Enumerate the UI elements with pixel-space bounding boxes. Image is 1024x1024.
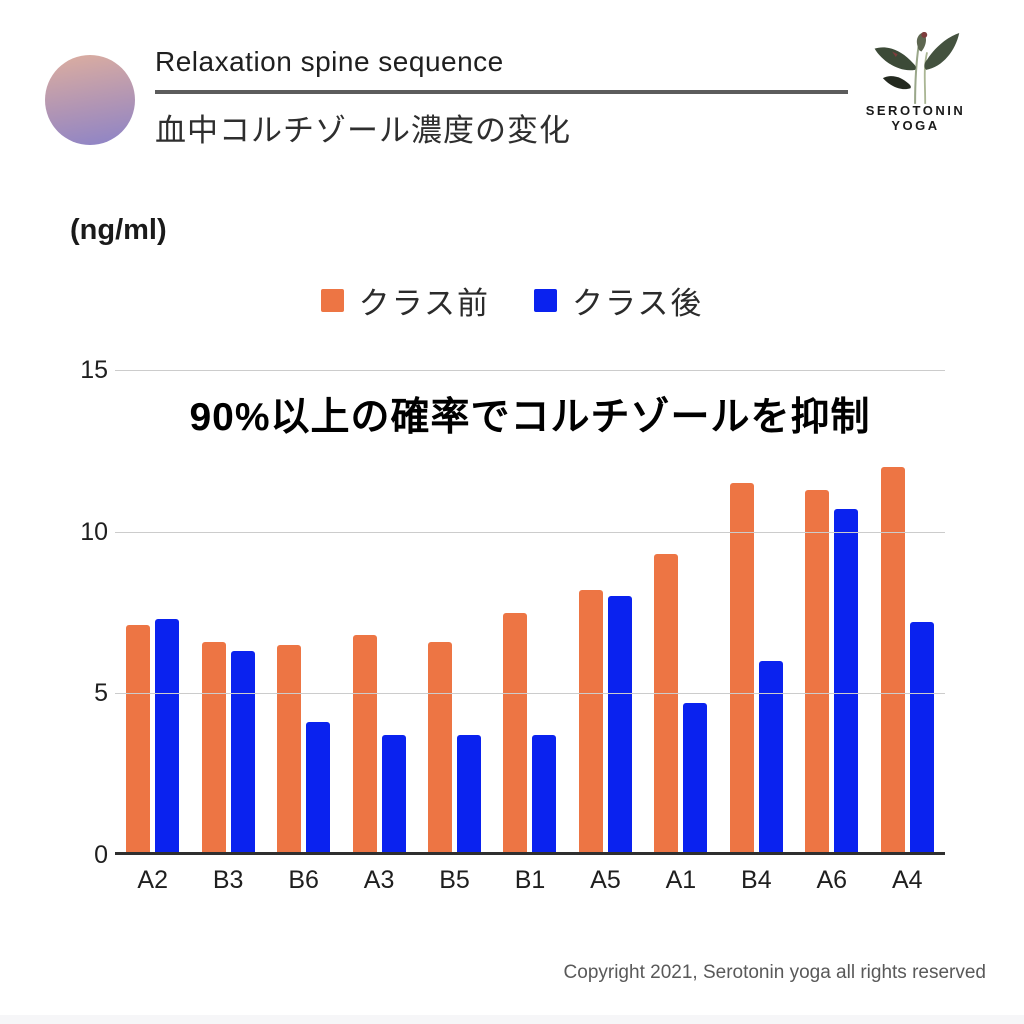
x-tick-label-A5: A5 [590,866,621,894]
y-axis-unit-label: (ng/ml) [70,214,167,246]
header-divider [155,90,848,94]
gradient-circle-logo [45,55,135,145]
x-tick-label-B4: B4 [741,866,772,894]
page-title: Relaxation spine sequence [155,46,504,77]
bar-after-A5 [607,596,632,855]
bar-groups [115,370,945,855]
bar-before-A6 [805,489,830,855]
x-tick-label-A3: A3 [363,866,395,894]
gridline-15 [115,370,945,371]
legend-label-after: クラス後 [572,286,704,321]
plot-area [115,370,945,855]
gridline-5 [115,693,945,695]
bar-before-A1 [654,554,679,855]
bar-after-A6 [834,509,859,855]
bar-group-A4 [870,370,945,855]
x-tick-label-B3: B3 [212,866,244,894]
bar-before-B4 [729,483,754,855]
bar-after-B4 [758,661,783,855]
bar-before-A4 [880,467,905,855]
legend-swatch-before [320,289,344,312]
bar-group-A1 [643,370,718,855]
bar-group-B6 [266,370,341,855]
bar-before-A5 [578,589,603,855]
bar-group-B4 [719,370,794,855]
brand-name-line1: SEROTONIN [865,103,966,118]
page-subtitle: 血中コルチゾール濃度の変化 [155,113,571,148]
x-tick-label-B5: B5 [439,866,470,894]
bar-group-B1 [492,370,567,855]
legend-item-after: クラス後 [534,278,703,323]
gridline-10 [115,531,945,533]
bottom-edge-strip [0,1015,1024,1024]
bar-after-B6 [306,722,331,855]
bar-before-A2 [126,625,151,855]
y-tick-label-10: 10 [80,517,108,546]
bar-after-B1 [532,735,557,855]
x-axis: A2 B3 B6 A3 B5 B1 A5 A1 B4 A6 A4 [115,866,945,895]
chart-annotation: 90%以上の確率でコルチゾールを抑制 [189,396,871,439]
x-tick-label-B1: B1 [514,866,546,894]
bar-before-B5 [428,641,453,855]
copyright-text: Copyright 2021, Serotonin yoga all right… [563,962,986,983]
x-tick-label-A6: A6 [816,866,848,894]
bar-after-A2 [155,618,180,855]
bar-after-A1 [683,703,708,855]
chart-legend: クラス前 クラス後 [0,278,1024,323]
legend-swatch-after [534,289,557,312]
bar-after-A4 [909,622,934,855]
bar-after-A3 [381,735,406,855]
bar-group-A6 [794,370,869,855]
plant-icon [858,32,973,104]
legend-item-before: クラス前 [320,278,490,323]
bar-before-A3 [352,635,377,855]
header: Relaxation spine sequence 血中コルチゾール濃度の変化 [155,46,850,150]
legend-label-before: クラス前 [358,286,490,321]
x-tick-label-A4: A4 [891,866,923,894]
bar-group-A5 [568,370,643,855]
x-axis-line [115,852,945,855]
bar-group-B3 [190,370,265,855]
bar-before-B6 [277,644,302,855]
x-tick-label-A2: A2 [137,866,169,894]
bar-before-B3 [201,641,226,855]
x-tick-label-B6: B6 [288,866,319,894]
bar-after-B3 [230,651,255,855]
y-axis: 0 5 10 15 [40,357,108,868]
brand-logo: SEROTONIN YOGA [858,32,973,134]
bar-group-A2 [115,370,190,855]
bar-group-A3 [341,370,416,855]
bar-after-B5 [457,735,482,855]
x-tick-label-A1: A1 [665,866,697,894]
y-tick-label-15: 15 [80,356,108,384]
brand-name-line2: YOGA [891,118,940,133]
y-tick-label-0: 0 [94,841,108,869]
bar-group-B5 [417,370,492,855]
bar-before-B1 [503,612,528,855]
y-tick-label-5: 5 [94,679,108,708]
